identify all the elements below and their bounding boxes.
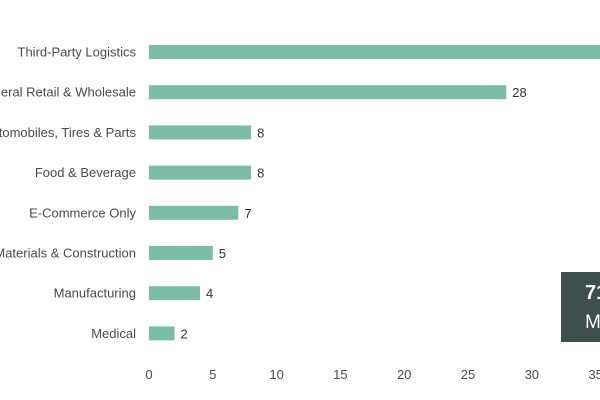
badge-unit: M [585, 312, 600, 333]
bar [149, 45, 600, 59]
x-tick-label: 10 [269, 367, 283, 382]
bar [149, 85, 507, 100]
x-tick-label: 5 [209, 367, 216, 382]
data-label: 4 [206, 286, 213, 301]
value-badge: 71 M [561, 272, 600, 342]
data-label: 7 [244, 206, 251, 221]
data-label: 5 [219, 246, 226, 261]
bar [149, 205, 239, 220]
bar [149, 326, 175, 341]
category-label: General Retail & Wholesale [0, 85, 136, 100]
category-label: Manufacturing [54, 286, 136, 301]
x-tick-label: 0 [145, 367, 152, 382]
data-label: 2 [181, 326, 188, 341]
category-label: E-Commerce Only [29, 205, 136, 220]
x-axis-ticks: 0 5 10 15 20 25 30 35 [145, 367, 600, 382]
data-label: 8 [257, 166, 264, 181]
data-labels: 28 8 8 7 5 4 2 [181, 85, 527, 341]
category-label: Materials & Construction [0, 246, 136, 261]
bars [149, 45, 600, 341]
x-tick-label: 25 [461, 367, 475, 382]
badge-value: 71 [585, 282, 600, 304]
category-labels: Third-Party Logistics General Retail & Wh… [0, 45, 136, 341]
x-tick-label: 20 [397, 367, 411, 382]
category-label: Third-Party Logistics [18, 45, 137, 60]
data-label: 8 [257, 125, 264, 140]
data-label: 28 [512, 85, 526, 100]
bar [149, 165, 252, 180]
x-tick-label: 30 [525, 367, 539, 382]
bar [149, 286, 201, 301]
category-label: Medical [91, 326, 136, 341]
category-label: Automobiles, Tires & Parts [0, 125, 136, 140]
x-tick-label: 35 [588, 367, 600, 382]
bar [149, 246, 213, 260]
x-tick-label: 15 [333, 367, 347, 382]
bar [149, 125, 252, 140]
category-label: Food & Beverage [35, 165, 136, 180]
